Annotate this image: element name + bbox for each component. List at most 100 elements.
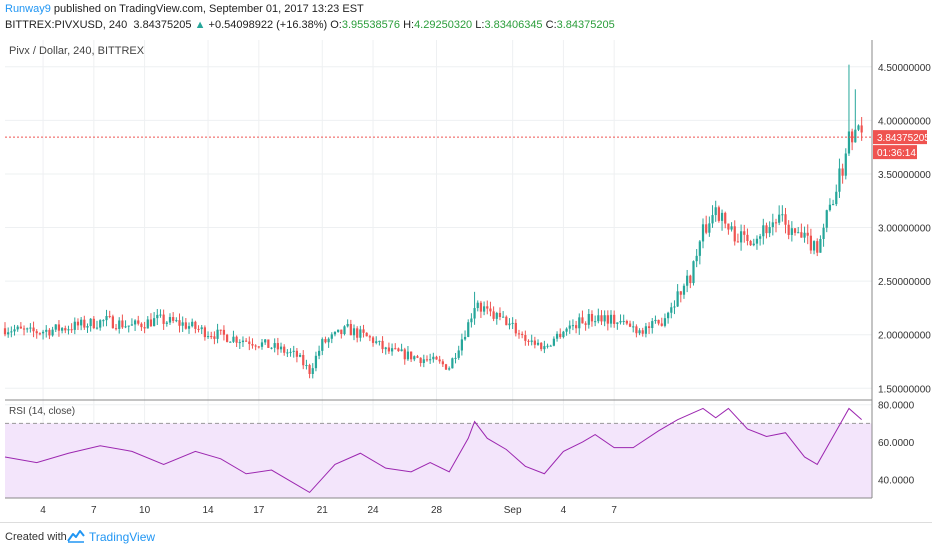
candle-body	[213, 336, 216, 339]
low-value: 3.83406345	[484, 19, 543, 31]
candle-body	[622, 320, 625, 322]
candle-body	[778, 214, 781, 223]
chart-panel[interactable]: 3.84375205 01:36:14 1.50000000 2.00000000 2.…	[0, 40, 932, 520]
candle-body	[670, 307, 673, 313]
candle-body	[781, 214, 784, 216]
candle-body	[574, 325, 578, 329]
chart-svg[interactable]: 3.84375205 01:36:14 1.50000000 2.00000000 2.…	[0, 40, 932, 520]
candle-body	[422, 359, 425, 364]
created-with-text: Created with	[5, 531, 67, 543]
rsi-line	[4, 407, 862, 494]
time-tick-label: 7	[611, 505, 617, 516]
candle-body	[597, 315, 600, 322]
candle-body	[432, 356, 435, 360]
candle-body	[457, 350, 460, 358]
publish-line: Runway9 published on TradingView.com, Se…	[5, 3, 364, 15]
candle-body	[210, 336, 213, 338]
candle-body	[803, 232, 806, 238]
candle-body	[451, 358, 454, 369]
candle-body	[724, 212, 727, 224]
candle-body	[660, 323, 663, 326]
candle-body	[717, 207, 720, 221]
author-link[interactable]: Runway9	[5, 3, 51, 15]
candle-body	[29, 327, 32, 329]
candle-body	[105, 315, 108, 321]
candle-body	[632, 326, 635, 328]
last-value: 3.84375205	[133, 19, 192, 31]
candle-body	[448, 368, 451, 370]
candle-body	[219, 329, 222, 331]
candle-body	[352, 328, 356, 336]
grid-lines	[5, 40, 872, 498]
ohlc-line: BITTREX:PIVXUSD, 240 3.84375205 ▲ +0.540…	[5, 19, 615, 31]
candle-body	[362, 329, 365, 333]
tradingview-brand[interactable]: TradingView	[89, 530, 156, 544]
symbol-label: BITTREX:PIVXUSD, 240	[5, 19, 128, 31]
candle-body	[524, 335, 527, 341]
candle-body	[397, 348, 400, 352]
candle-body	[368, 336, 371, 338]
candle-body	[787, 224, 790, 235]
candle-body	[3, 328, 7, 335]
candle-body	[206, 336, 210, 338]
rsi-band-fill	[5, 423, 872, 498]
candle-body	[625, 320, 628, 324]
tradingview-logo-icon[interactable]	[67, 529, 85, 543]
rsi-tick-label: 60.0000	[878, 438, 915, 449]
candle-body	[48, 329, 51, 336]
candle-body	[302, 354, 305, 366]
candle-body	[425, 359, 429, 361]
candle-body	[45, 329, 48, 332]
candle-body	[80, 319, 83, 326]
candle-body	[168, 317, 172, 323]
candle-body	[438, 359, 441, 362]
up-arrow-icon: ▲	[194, 19, 206, 31]
candle-body	[543, 346, 546, 350]
candle-body	[562, 331, 565, 338]
candle-body	[708, 223, 711, 233]
candle-body	[400, 349, 403, 352]
candle-body	[479, 302, 483, 312]
candle-body	[153, 318, 156, 327]
candle-body	[565, 328, 568, 332]
candle-body	[613, 314, 616, 324]
candle-body	[413, 356, 416, 360]
candle-body	[755, 238, 759, 244]
candle-body	[111, 316, 114, 329]
candle-body	[549, 345, 552, 347]
candle-body	[187, 326, 191, 329]
candle-body	[673, 306, 676, 308]
close-label: C:	[545, 19, 557, 31]
candle-body	[540, 342, 543, 350]
candle-body	[857, 125, 860, 130]
candle-body	[460, 339, 463, 351]
candle-body	[254, 345, 257, 347]
candle-body	[89, 318, 92, 327]
time-tick-label: Sep	[504, 505, 522, 516]
rsi-band	[5, 422, 872, 499]
candle-body	[727, 223, 730, 230]
candle-body	[463, 336, 467, 340]
candle-body	[441, 361, 444, 365]
candle-body	[536, 342, 540, 345]
candle-body	[841, 168, 844, 176]
time-tick-label: 17	[253, 505, 265, 516]
candle-body	[584, 323, 587, 325]
candle-body	[203, 327, 206, 338]
candle-body	[162, 314, 165, 324]
candle-body	[797, 232, 800, 234]
candle-body	[235, 336, 238, 343]
candle-body	[286, 352, 289, 354]
candle-body	[327, 338, 330, 343]
candle-body	[793, 228, 797, 233]
candle-body	[159, 314, 162, 316]
candle-body	[616, 322, 619, 324]
candle-body	[752, 243, 755, 246]
candle-body	[689, 275, 692, 284]
candle-body	[406, 351, 410, 360]
candle-body	[102, 320, 105, 322]
candle-body	[137, 320, 140, 324]
time-tick-label: 14	[202, 505, 214, 516]
candle-body	[340, 329, 343, 335]
candle-body	[330, 334, 333, 339]
